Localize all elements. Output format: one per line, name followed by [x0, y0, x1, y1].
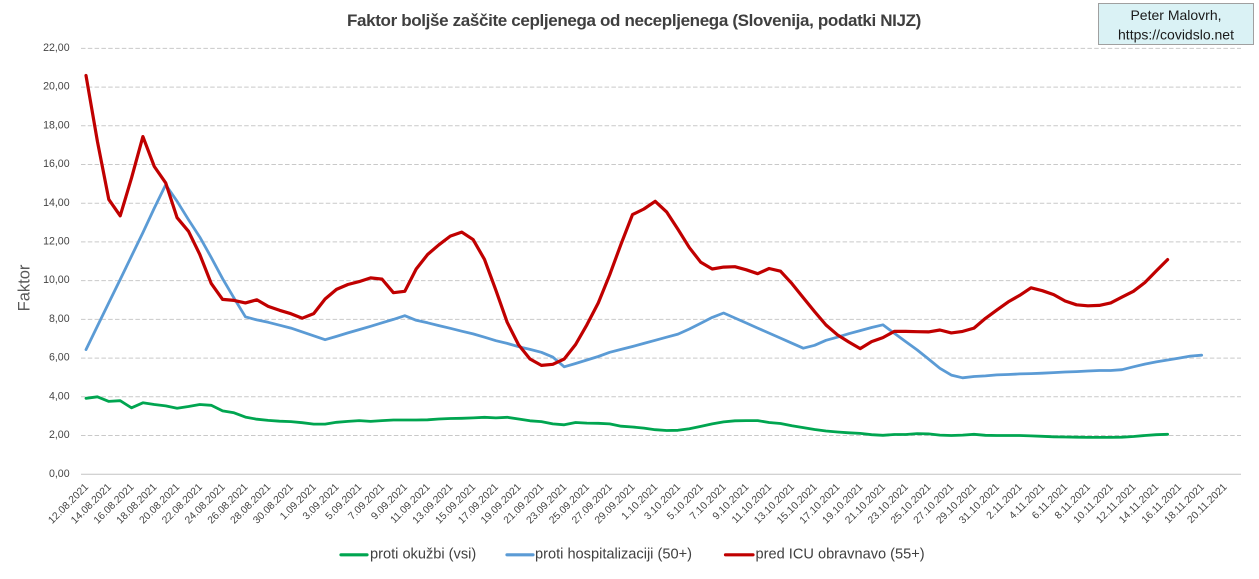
svg-text:6,00: 6,00: [49, 352, 70, 364]
svg-text:Faktor boljše zaščite cepljene: Faktor boljše zaščite cepljenega od nece…: [347, 11, 921, 30]
svg-text:10,00: 10,00: [43, 274, 70, 286]
svg-text:proti okužbi (vsi): proti okužbi (vsi): [370, 547, 476, 563]
svg-text:4,00: 4,00: [49, 390, 70, 402]
svg-text:18,00: 18,00: [43, 119, 70, 131]
svg-text:0,00: 0,00: [49, 468, 70, 480]
svg-text:https://covidslo.net: https://covidslo.net: [1118, 27, 1234, 43]
svg-text:pred ICU obravnavo (55+): pred ICU obravnavo (55+): [756, 547, 925, 563]
svg-text:2,00: 2,00: [49, 429, 70, 441]
svg-text:22,00: 22,00: [43, 42, 70, 54]
svg-text:14,00: 14,00: [43, 197, 70, 209]
svg-text:proti hospitalizaciji (50+): proti hospitalizaciji (50+): [535, 547, 692, 563]
svg-text:16,00: 16,00: [43, 158, 70, 170]
svg-text:Faktor: Faktor: [16, 264, 34, 311]
svg-text:8,00: 8,00: [49, 313, 70, 325]
svg-text:20,00: 20,00: [43, 81, 70, 93]
svg-text:12,00: 12,00: [43, 236, 70, 248]
svg-text:Peter Malovrh,: Peter Malovrh,: [1130, 7, 1221, 23]
